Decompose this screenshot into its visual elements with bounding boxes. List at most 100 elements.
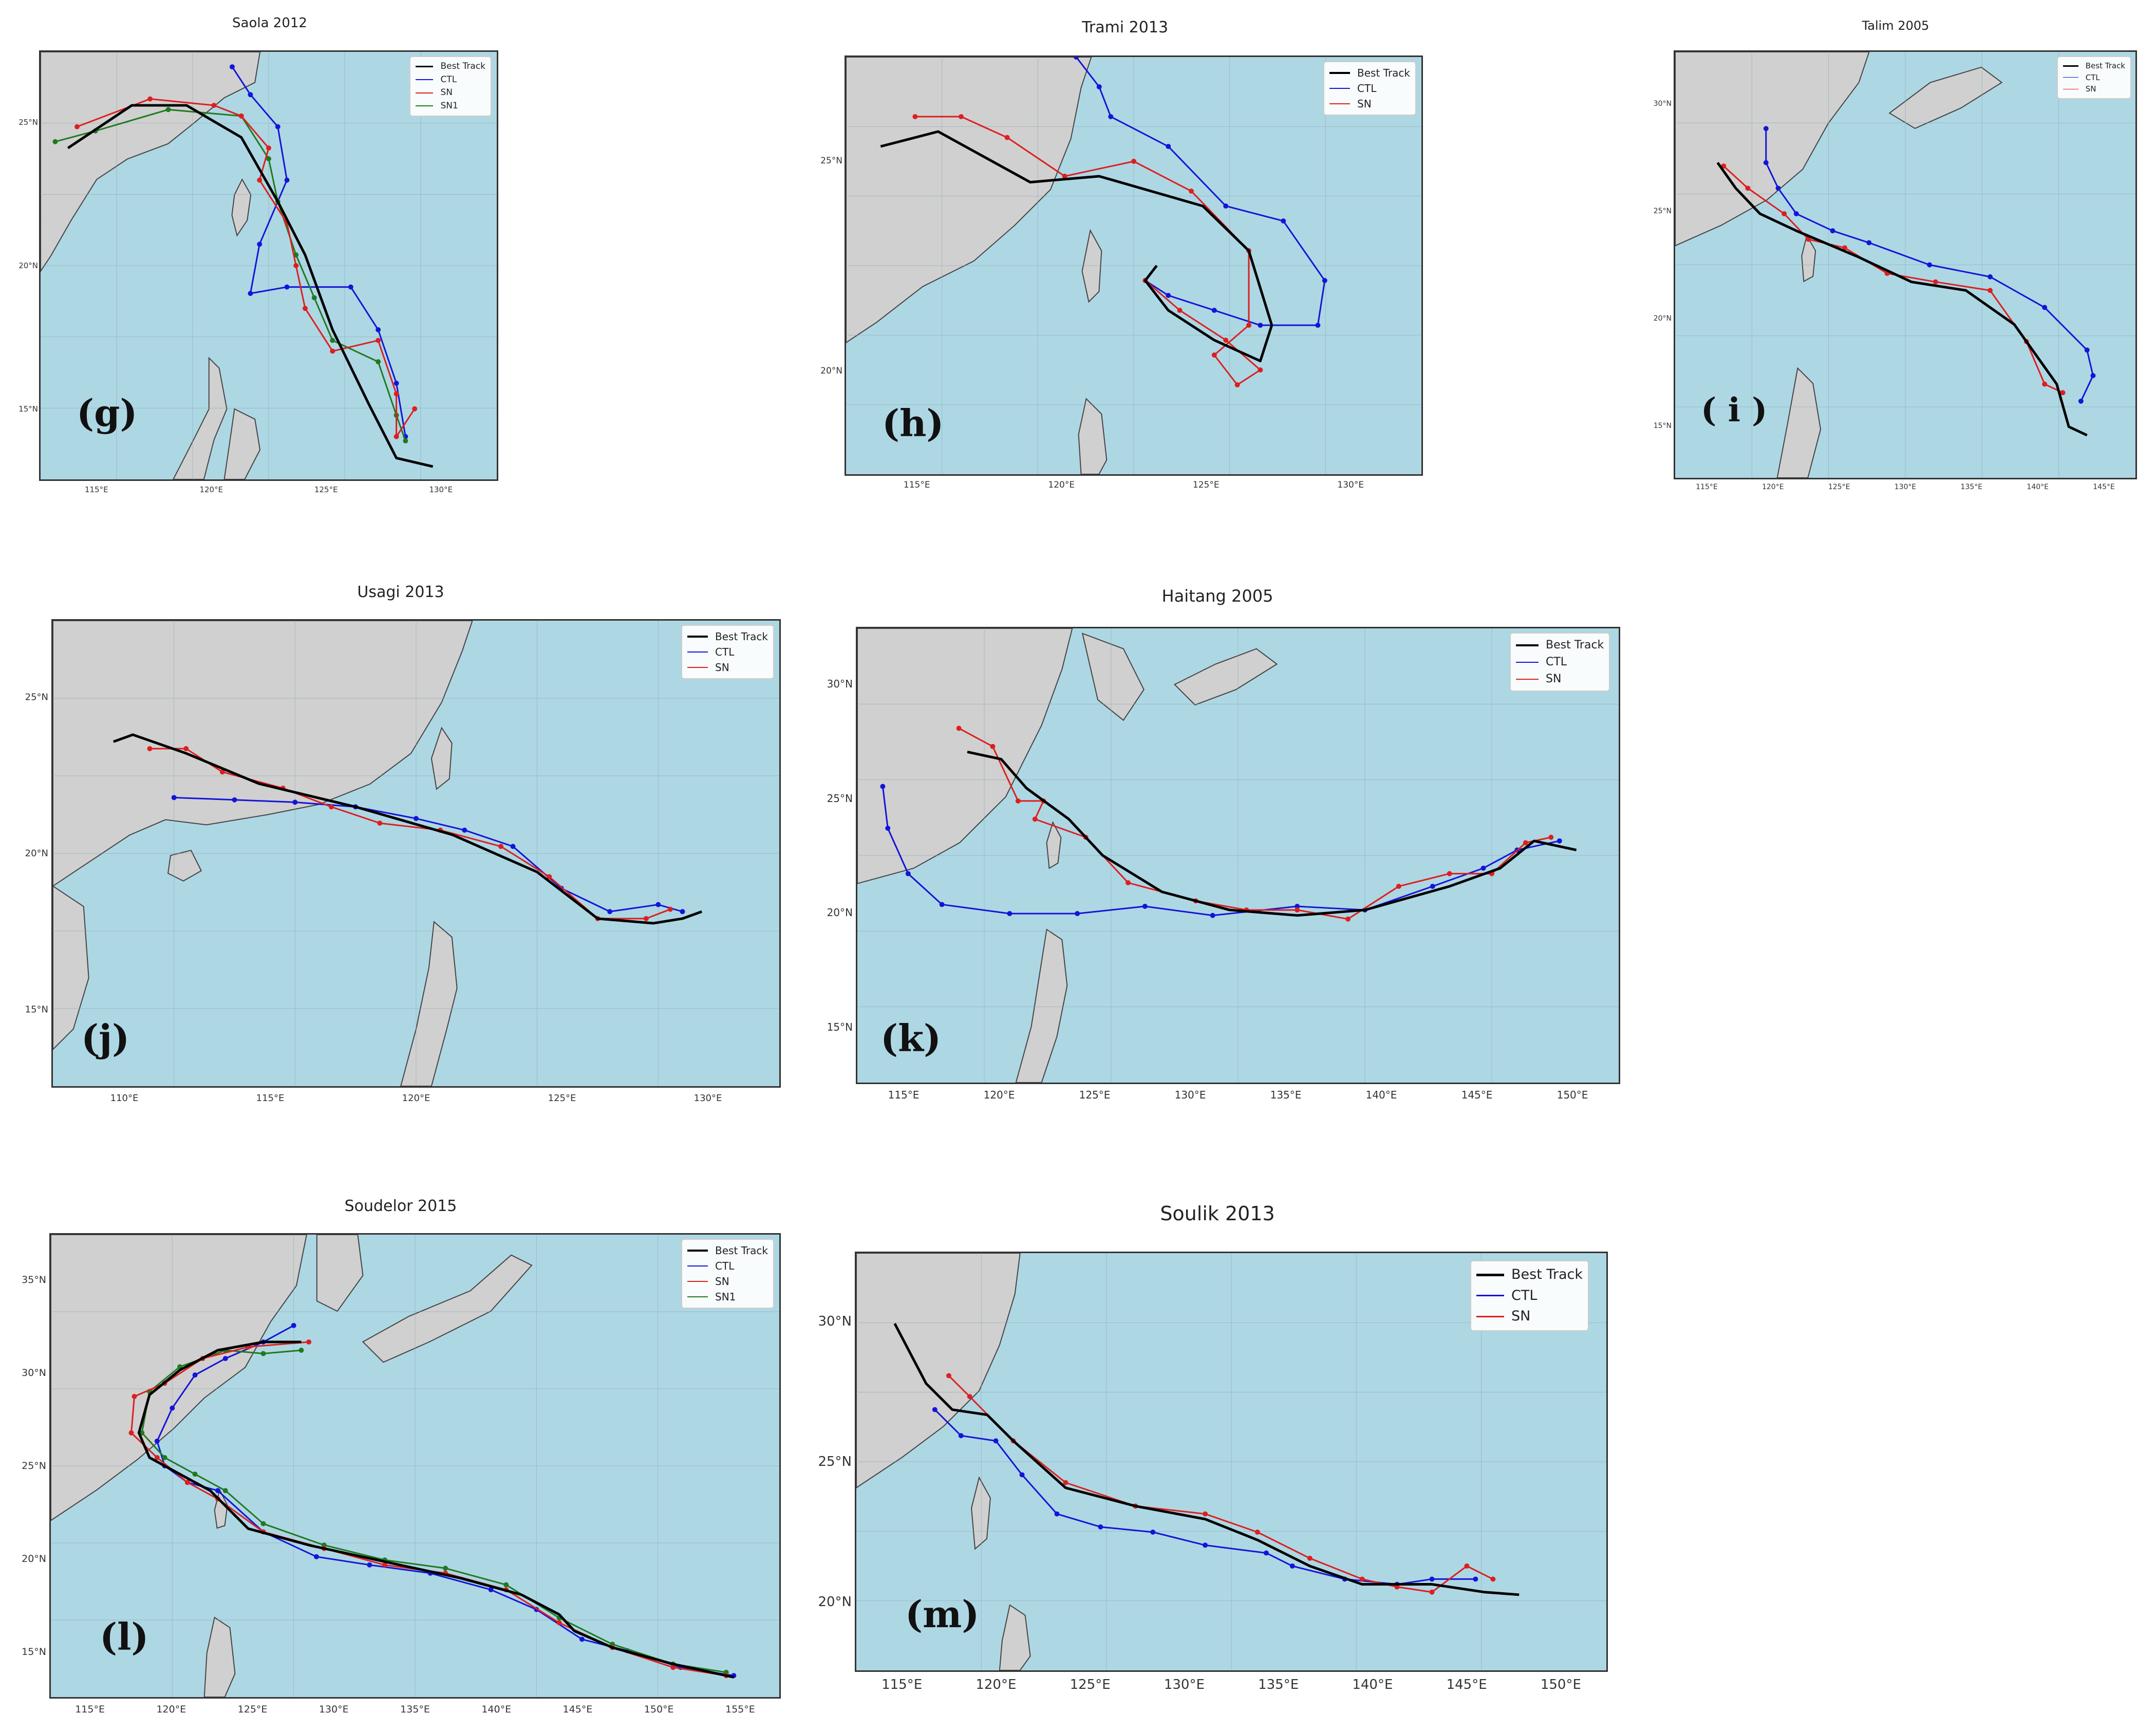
x-tick-label: 130°E xyxy=(429,485,453,494)
track-point-sn xyxy=(1394,1584,1400,1590)
track-point-sn xyxy=(2060,390,2066,396)
track-point-sn xyxy=(1032,816,1038,822)
x-tick-label: 130°E xyxy=(318,1704,349,1715)
legend-swatch xyxy=(416,79,434,81)
track-point-sn1 xyxy=(260,1521,266,1526)
map-frame: Best Track CTL SN (j) xyxy=(51,619,781,1088)
track-point-sn xyxy=(667,906,673,912)
legend-swatch xyxy=(1329,88,1351,89)
track-point-ctl xyxy=(1211,307,1217,313)
track-point-sn xyxy=(238,113,244,119)
y-tick-label: 25°N xyxy=(25,692,48,703)
legend-entry-sn: SN xyxy=(687,1274,768,1289)
track-point-sn xyxy=(376,338,381,343)
panel-h: Trami 2013 Best Track CTL SN (h) 115°E 120°… xyxy=(820,15,1428,509)
track-point-ctl xyxy=(222,1356,228,1362)
track-best xyxy=(893,1323,1520,1596)
panel-title: Talim 2005 xyxy=(1862,18,1929,33)
legend: Best Track CTL SN xyxy=(1323,61,1416,116)
x-tick-label: 150°E xyxy=(1557,1089,1588,1101)
legend-swatch xyxy=(687,636,708,638)
track-point-sn xyxy=(183,746,189,752)
legend-label: Best Track xyxy=(2085,61,2125,70)
x-tick-label: 155°E xyxy=(725,1704,755,1715)
track-point-sn xyxy=(1258,367,1263,373)
legend-swatch xyxy=(1476,1295,1504,1297)
legend-swatch xyxy=(416,66,434,68)
x-tick-label: 125°E xyxy=(1192,480,1220,490)
y-axis-ticks: 35°N 30°N 25°N 20°N 15°N xyxy=(10,1233,46,1699)
track-point-sn xyxy=(1782,211,1787,216)
track-ctl xyxy=(882,786,1560,917)
track-point-sn xyxy=(266,145,271,151)
legend-entry-ctl: CTL xyxy=(2063,72,2125,84)
track-point-sn xyxy=(1307,1555,1313,1561)
y-tick-label: 15°N xyxy=(1653,421,1672,430)
x-axis-ticks: 115°E 120°E 125°E 130°E xyxy=(39,483,498,498)
track-sn1 xyxy=(141,1349,726,1673)
track-point-sn1 xyxy=(165,107,171,113)
track-point-sn xyxy=(1062,174,1067,179)
track-point-ctl xyxy=(1096,84,1102,89)
track-point-ctl xyxy=(1927,262,1933,268)
track-point-sn1 xyxy=(52,139,58,144)
legend-label: CTL xyxy=(440,74,457,85)
track-point-sn xyxy=(1203,1511,1208,1517)
y-tick-label: 15°N xyxy=(22,1646,46,1658)
x-tick-label: 115°E xyxy=(903,480,930,490)
track-point-sn xyxy=(498,844,503,849)
y-tick-label: 15°N xyxy=(827,1020,853,1033)
y-tick-label: 20°N xyxy=(827,906,853,919)
legend-label: SN xyxy=(1546,673,1562,685)
track-ctl xyxy=(1765,128,2094,402)
x-axis-ticks: 115°E 120°E 125°E 130°E xyxy=(845,478,1423,493)
track-point-ctl xyxy=(1763,126,1769,132)
track-point-ctl xyxy=(1557,838,1562,844)
legend-label: SN1 xyxy=(715,1291,736,1303)
y-tick-label: 30°N xyxy=(1653,100,1672,108)
x-tick-label: 115°E xyxy=(84,485,108,494)
track-point-sn xyxy=(74,124,80,129)
track-point-ctl xyxy=(215,1488,220,1494)
track-point-ctl xyxy=(510,844,516,849)
track-point-sn xyxy=(1359,1576,1365,1582)
x-tick-label: 125°E xyxy=(548,1093,576,1104)
track-layer xyxy=(857,628,1619,1083)
track-point-sn xyxy=(303,306,308,311)
panel-g: Saola 2012 Best Track CTL SN SN1 (g) 115°E 1… xyxy=(18,15,509,504)
track-best xyxy=(1716,162,2088,437)
y-axis-ticks: 30°N 25°N 20°N xyxy=(812,1252,852,1672)
track-point-ctl xyxy=(1322,278,1327,283)
x-tick-label: 145°E xyxy=(1461,1089,1493,1101)
legend-label: Best Track xyxy=(715,630,768,643)
track-point-ctl xyxy=(171,795,177,800)
legend: Best Track CTL SN SN1 xyxy=(409,56,492,117)
track-point-ctl xyxy=(2090,373,2096,379)
track-point-ctl xyxy=(1473,1576,1478,1582)
track-point-ctl xyxy=(257,241,263,247)
track-point-ctl xyxy=(1054,1511,1060,1517)
legend-swatch xyxy=(1329,103,1351,104)
legend-label: CTL xyxy=(1511,1287,1538,1303)
x-tick-label: 120°E xyxy=(199,485,223,494)
panel-j: Usagi 2013 Best Track CTL SN (j) 110°E 115°… xyxy=(10,583,791,1112)
legend-entry-sn: SN xyxy=(1476,1306,1583,1327)
legend-entry-best: Best Track xyxy=(416,60,485,73)
track-point-ctl xyxy=(291,1323,296,1328)
track-point-sn xyxy=(556,1620,562,1626)
gridlines xyxy=(857,628,1619,1083)
x-tick-label: 145°E xyxy=(2093,483,2115,491)
track-point-ctl xyxy=(2078,398,2084,404)
x-tick-label: 135°E xyxy=(400,1704,430,1715)
track-sn xyxy=(1723,165,2064,394)
track-point-sn xyxy=(147,746,153,752)
track-point-ctl xyxy=(2084,347,2090,353)
track-point-ctl xyxy=(1866,240,1872,246)
x-axis-ticks: 115°E 120°E 125°E 130°E 135°E 140°E 145°E 150°E xyxy=(855,1675,1608,1696)
x-tick-label: 125°E xyxy=(1079,1089,1111,1101)
track-point-sn xyxy=(1988,288,1993,293)
x-tick-label: 115°E xyxy=(1696,483,1718,491)
gridlines xyxy=(51,1235,779,1697)
track-point-ctl xyxy=(248,92,253,98)
legend-entry-ctl: CTL xyxy=(416,73,485,87)
